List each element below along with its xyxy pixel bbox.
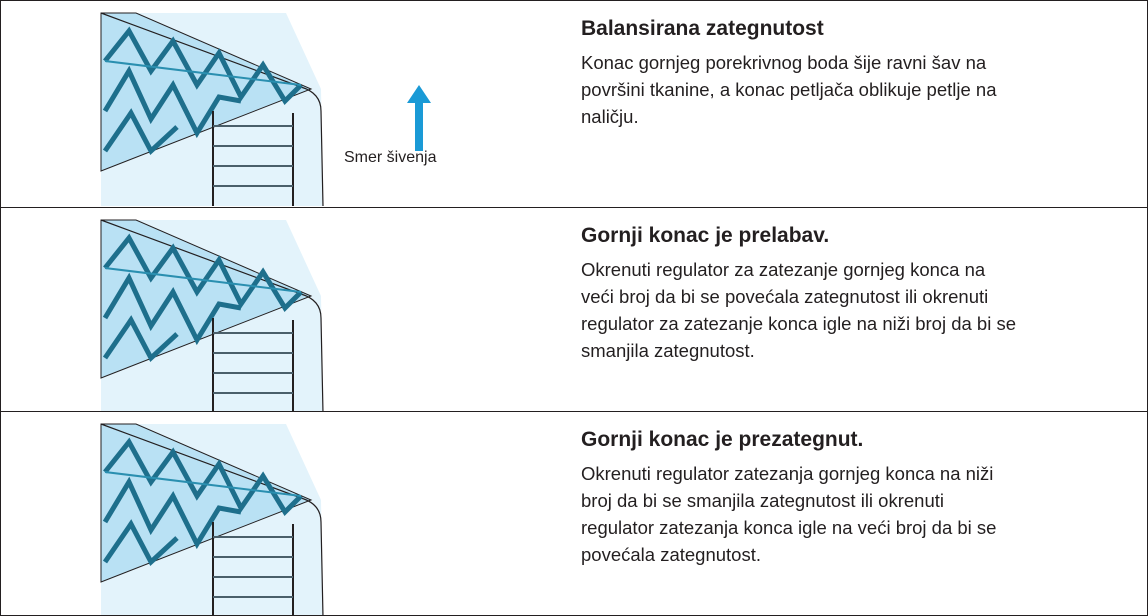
- body-line: površini tkanine, a konac petljača oblik…: [581, 79, 997, 100]
- body-line: povećala zategnutost.: [581, 544, 761, 565]
- body-line: Okrenuti regulator za zatezanje gornjeg …: [581, 259, 986, 280]
- direction-label: Smer šivenja: [344, 149, 437, 166]
- body-line: regulator zatezanja konca igle na veći b…: [581, 517, 997, 538]
- body: Konac gornjeg porekrivnog boda šije ravn…: [581, 49, 1147, 130]
- text-block: Gornji konac je prezategnut. Okrenuti re…: [581, 428, 1147, 568]
- illustration: [1, 412, 566, 615]
- text-block: Gornji konac je prelabav. Okrenuti regul…: [581, 224, 1147, 364]
- body: Okrenuti regulator zatezanja gornjeg kon…: [581, 460, 1147, 568]
- row: Gornji konac je prezategnut. Okrenuti re…: [1, 412, 1147, 615]
- body-line: regulator za zatezanje konca igle na niž…: [581, 313, 1017, 334]
- body-line: veći broj da bi se povećala zategnutost …: [581, 286, 989, 307]
- illustration: [1, 208, 566, 411]
- heading: Gornji konac je prelabav.: [581, 224, 830, 247]
- body-line: Konac gornjeg porekrivnog boda šije ravn…: [581, 52, 987, 73]
- text-block: Balansirana zategnutost Konac gornjeg po…: [581, 17, 1147, 130]
- body-line: smanjila zategnutost.: [581, 340, 755, 361]
- arrow: [407, 85, 431, 151]
- body-line: Okrenuti regulator zatezanja gornjeg kon…: [581, 463, 994, 484]
- heading: Gornji konac je prezategnut.: [581, 428, 864, 451]
- body-line: broj da bi se smanjila zategnutost ili o…: [581, 490, 944, 511]
- body-line: naličju.: [581, 106, 639, 127]
- illustration: [1, 1, 431, 207]
- body: Okrenuti regulator za zatezanje gornjeg …: [581, 256, 1147, 364]
- row: Smer šivenja Balansirana zategnutost Kon…: [1, 1, 1147, 208]
- heading: Balansirana zategnutost: [581, 17, 824, 40]
- row: Gornji konac je prelabav. Okrenuti regul…: [1, 208, 1147, 412]
